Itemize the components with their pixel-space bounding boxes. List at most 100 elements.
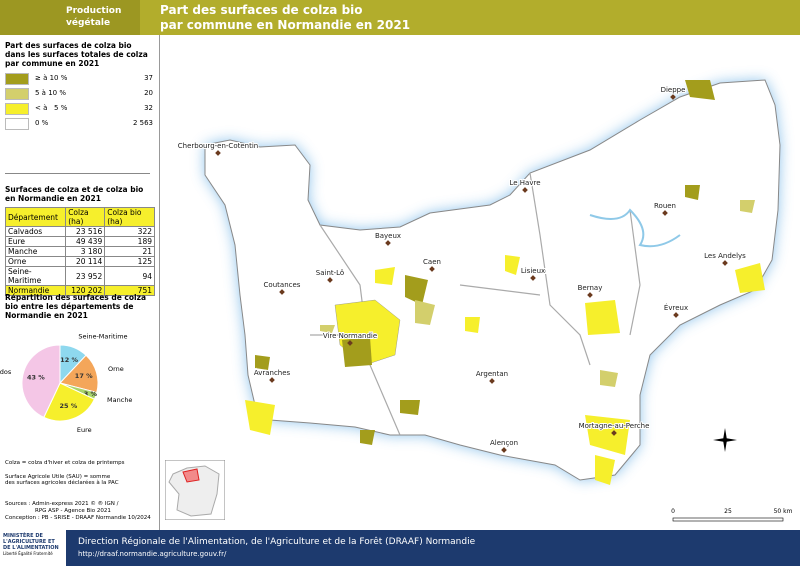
commune [255, 355, 270, 370]
cell: 23 952 [65, 266, 106, 286]
commune [740, 200, 755, 213]
slice-value: 3 % [84, 390, 98, 398]
logo: MINISTÈRE DE L'AGRICULTURE ET DE L'ALIME… [0, 530, 66, 566]
legend-label: 5 à 10 % [35, 89, 66, 97]
cell: 49 439 [65, 236, 106, 247]
city-label: Coutances [264, 281, 301, 289]
separator [5, 173, 150, 174]
table-row: Eure 49 439 189 [4, 236, 155, 247]
section-label: Production végétale [0, 0, 140, 35]
commune [405, 275, 428, 305]
title-line: par commune en Normandie en 2021 [160, 18, 411, 32]
city-label: Cherbourg-en-Cotentin [178, 142, 258, 150]
footer-url: http://draaf.normandie.agriculture.gouv.… [78, 550, 227, 558]
region-outline [204, 79, 781, 481]
communes [245, 80, 765, 485]
legend-label: 0 % [35, 119, 49, 127]
title: Part des surfaces de colza bio par commun… [160, 3, 410, 33]
map: Dieppe Cherbourg-en-Cotentin Le Havre Rouen… [177, 79, 793, 522]
city-label: Évreux [664, 303, 688, 312]
sources-line: : Admin-express 2021 © ® IGN / [28, 501, 119, 507]
note: Surface Agricole Utile (SAU) = somme des… [5, 474, 119, 486]
commune [735, 263, 765, 293]
legend-item: 0 % 2 563 [5, 118, 153, 130]
cell: 21 [104, 246, 155, 257]
cell: 120 202 [65, 285, 106, 296]
legend-title: Part des surfaces de colza bio dans les … [5, 41, 148, 68]
city-marker [347, 340, 353, 346]
pie-slice [43, 382, 96, 422]
cell: 94 [104, 266, 155, 286]
commune [685, 185, 700, 200]
scale-label: 50 km [774, 508, 793, 515]
table-title: Surfaces de colza et de colza bio en Nor… [5, 185, 144, 203]
sources: Sources : Admin-express 2021 © ® IGN / RP… [5, 501, 151, 522]
city-marker [489, 378, 495, 384]
pie-slice [21, 344, 61, 419]
header-cell: Colza (ha) [65, 207, 106, 227]
header-cell: Département [4, 207, 67, 227]
city-marker [429, 266, 435, 272]
slice-name: Orne [108, 365, 124, 373]
legend-swatch [5, 88, 29, 100]
inset-map [165, 460, 225, 520]
city-label: Bayeux [375, 232, 401, 240]
legend-swatch [5, 73, 29, 85]
cell: 3 180 [65, 246, 106, 257]
legend-count: 20 [144, 89, 153, 97]
city-label: Rouen [654, 202, 676, 210]
pie-title: Répartition des surfaces de colza bio en… [5, 293, 147, 320]
legend-item: < à 5 % 32 [5, 103, 153, 115]
commune [685, 80, 715, 100]
commune [585, 415, 630, 455]
city-marker [279, 289, 285, 295]
scale-label: 25 [724, 508, 732, 515]
city-label: Mortagne-au-Perche [579, 422, 650, 430]
conception: Conception : PB - SRISE - DRAAF Normandi… [5, 515, 151, 521]
slice-name: Manche [107, 396, 132, 404]
city-marker [662, 210, 668, 216]
cell: Manche [4, 246, 67, 257]
table-row: Normandie 120 202 751 [4, 285, 155, 296]
legend-label: < à 5 % [35, 104, 68, 112]
slice-value: 25 % [59, 402, 77, 410]
cell: 322 [104, 226, 155, 237]
header-cell: Colza bio (ha) [104, 207, 155, 227]
cell: 189 [104, 236, 155, 247]
city-marker [670, 94, 676, 100]
city-marker [530, 275, 536, 281]
cell: Normandie [4, 285, 67, 296]
legend-count: 32 [144, 104, 153, 112]
cell: 20 114 [65, 256, 106, 267]
city-marker [673, 312, 679, 318]
compass [713, 428, 737, 452]
footer: Direction Régionale de l'Alimentation, d… [0, 530, 800, 566]
city-label: Vire Normandie [323, 332, 377, 340]
legend-swatch [5, 118, 29, 130]
commune [585, 300, 620, 335]
table-row: Orne 20 114 125 [4, 256, 155, 267]
cell: Seine-Maritime [4, 266, 67, 286]
legend-count: 2 563 [132, 119, 153, 127]
table-row: Calvados 23 516 322 [4, 226, 155, 237]
cell: 23 516 [65, 226, 106, 237]
legend-item: 5 à 10 % 20 [5, 88, 153, 100]
commune [465, 317, 480, 333]
cell: Eure [4, 236, 67, 247]
city-label: Avranches [254, 369, 291, 377]
commune [505, 255, 520, 275]
slice-value: 17 % [75, 372, 93, 380]
scale-bar [672, 517, 784, 522]
ministry: MINISTÈRE DE L'AGRICULTURE ET DE L'ALIME… [3, 533, 59, 551]
slice-name: Seine-Maritime [78, 333, 127, 341]
commune [400, 400, 420, 415]
cell: 125 [104, 256, 155, 267]
side-panel: Part des surfaces de colza bio dans les … [0, 35, 160, 530]
commune [600, 370, 618, 387]
river [589, 208, 681, 248]
city-marker [385, 240, 391, 246]
sources-label: Sources [5, 501, 27, 507]
legend-count: 37 [144, 74, 153, 82]
commune [320, 325, 335, 333]
